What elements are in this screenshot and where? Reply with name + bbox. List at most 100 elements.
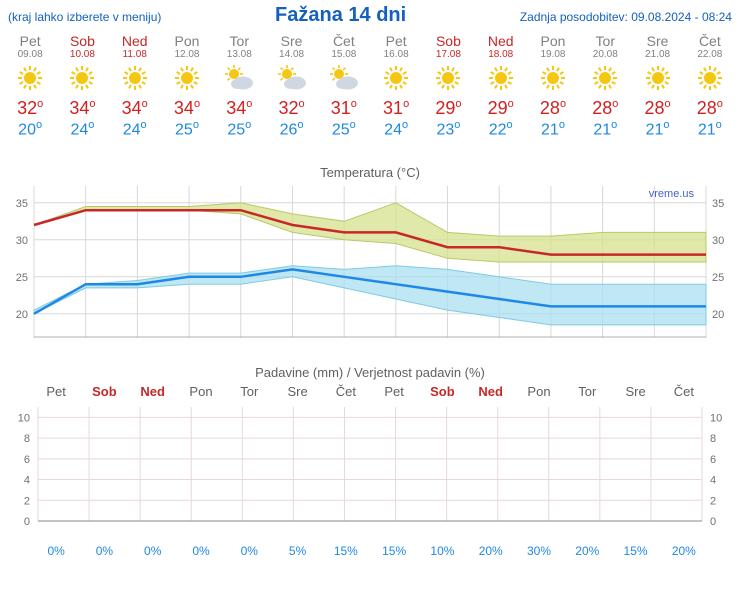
weather-icon — [527, 60, 579, 96]
day-of-week: Sob — [422, 33, 474, 49]
day-of-week: Ned — [109, 33, 161, 49]
weather-icon — [631, 60, 683, 96]
precip-day-label: Pon — [177, 384, 225, 399]
precip-probability: 5% — [273, 544, 321, 558]
precip-day-label: Ned — [129, 384, 177, 399]
day-date: 12.08 — [161, 49, 213, 60]
forecast-day: Pon 19.08 28o 21o — [527, 31, 579, 141]
temp-low: 22o — [475, 119, 527, 139]
precip-probability: 0% — [177, 544, 225, 558]
precip-day-label: Pet — [32, 384, 80, 399]
precip-probability-row: 0%0%0%0%0%5%15%15%10%20%30%20%15%20% — [0, 544, 740, 558]
forecast-day: Ned 18.08 29o 22o — [475, 31, 527, 141]
weather-icon — [56, 60, 108, 96]
precip-probability: 15% — [611, 544, 659, 558]
day-of-week: Sob — [56, 33, 108, 49]
precip-day-label: Pet — [370, 384, 418, 399]
precip-day-label: Sre — [611, 384, 659, 399]
forecast-day: Sob 17.08 29o 23o — [422, 31, 474, 141]
temp-high: 34o — [56, 98, 108, 119]
day-of-week: Čet — [318, 33, 370, 49]
weather-icon — [161, 60, 213, 96]
precip-probability: 15% — [322, 544, 370, 558]
day-of-week: Sre — [265, 33, 317, 49]
day-date: 19.08 — [527, 49, 579, 60]
temp-low: 25o — [161, 119, 213, 139]
forecast-day: Sre 14.08 32o 26o — [265, 31, 317, 141]
precip-day-label: Pon — [515, 384, 563, 399]
temp-low: 21o — [579, 119, 631, 139]
temp-low: 20o — [4, 119, 56, 139]
precip-day-label: Ned — [467, 384, 515, 399]
temp-low: 24o — [109, 119, 161, 139]
svg-text:35: 35 — [712, 198, 724, 210]
forecast-day: Sre 21.08 28o 21o — [631, 31, 683, 141]
svg-text:10: 10 — [710, 413, 722, 425]
precip-probability: 10% — [418, 544, 466, 558]
weather-icon — [4, 60, 56, 96]
temp-low: 24o — [370, 119, 422, 139]
precip-day-label: Tor — [225, 384, 273, 399]
day-date: 09.08 — [4, 49, 56, 60]
forecast-day: Pet 16.08 31o 24o — [370, 31, 422, 141]
watermark: vreme.us — [649, 188, 694, 200]
precip-chart-title: Padavine (mm) / Verjetnost padavin (%) — [0, 365, 740, 380]
day-date: 20.08 — [579, 49, 631, 60]
forecast-day: Ned 11.08 34o 24o — [109, 31, 161, 141]
forecast-day: Pet 09.08 32o 20o — [4, 31, 56, 141]
day-date: 10.08 — [56, 49, 108, 60]
temp-high: 34o — [109, 98, 161, 119]
day-date: 18.08 — [475, 49, 527, 60]
weather-icon — [579, 60, 631, 96]
temp-high: 34o — [213, 98, 265, 119]
day-date: 22.08 — [684, 49, 736, 60]
temp-high: 31o — [318, 98, 370, 119]
temp-high: 28o — [631, 98, 683, 119]
day-of-week: Pet — [4, 33, 56, 49]
weather-icon — [265, 60, 317, 96]
svg-text:2: 2 — [710, 496, 716, 508]
page-title: Fažana 14 dni — [275, 4, 406, 27]
svg-text:30: 30 — [712, 235, 724, 247]
precip-probability: 0% — [32, 544, 80, 558]
temp-low: 24o — [56, 119, 108, 139]
day-date: 15.08 — [318, 49, 370, 60]
day-of-week: Tor — [579, 33, 631, 49]
precip-probability: 0% — [80, 544, 128, 558]
temp-high: 32o — [265, 98, 317, 119]
weather-icon — [109, 60, 161, 96]
precip-probability: 20% — [563, 544, 611, 558]
weather-icon — [475, 60, 527, 96]
temp-high: 28o — [527, 98, 579, 119]
temperature-chart: 2020252530303535 — [6, 182, 734, 342]
weather-icon — [370, 60, 422, 96]
forecast-day: Čet 22.08 28o 21o — [684, 31, 736, 141]
temp-low: 21o — [631, 119, 683, 139]
temp-low: 21o — [684, 119, 736, 139]
precip-probability: 15% — [370, 544, 418, 558]
forecast-day: Sob 10.08 34o 24o — [56, 31, 108, 141]
temp-low: 25o — [213, 119, 265, 139]
weather-icon — [318, 60, 370, 96]
temp-high: 29o — [422, 98, 474, 119]
svg-text:6: 6 — [710, 454, 716, 466]
day-date: 17.08 — [422, 49, 474, 60]
weather-icon — [684, 60, 736, 96]
precip-probability: 0% — [225, 544, 273, 558]
temp-high: 29o — [475, 98, 527, 119]
svg-text:25: 25 — [16, 272, 28, 284]
precip-day-label: Sob — [80, 384, 128, 399]
svg-text:4: 4 — [710, 475, 716, 487]
last-updated: Zadnja posodobitev: 09.08.2024 - 08:24 — [520, 10, 732, 24]
temp-high: 31o — [370, 98, 422, 119]
day-of-week: Sre — [631, 33, 683, 49]
svg-text:30: 30 — [16, 235, 28, 247]
precip-day-label: Tor — [563, 384, 611, 399]
forecast-grid: Pet 09.08 32o 20o Sob 10.08 34o 24o Ned … — [0, 31, 740, 147]
weather-icon — [422, 60, 474, 96]
svg-text:0: 0 — [24, 516, 30, 528]
precip-probability: 30% — [515, 544, 563, 558]
forecast-day: Čet 15.08 31o 25o — [318, 31, 370, 141]
svg-text:35: 35 — [16, 198, 28, 210]
precip-probability: 0% — [129, 544, 177, 558]
